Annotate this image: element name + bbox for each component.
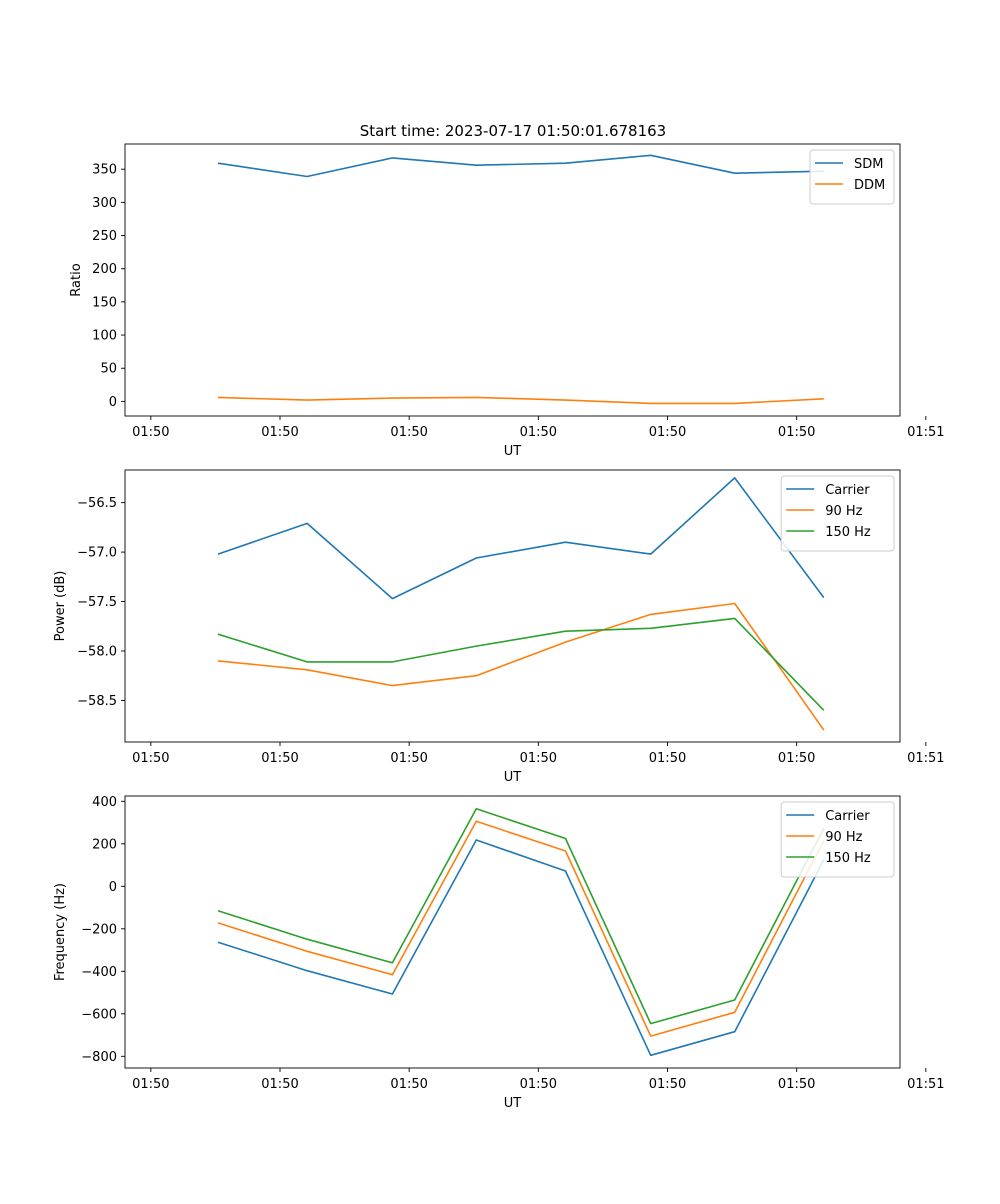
x-axis-label: UT	[504, 1096, 522, 1111]
legend-label: 150 Hz	[825, 525, 871, 540]
y-tick-label: −400	[81, 965, 117, 980]
x-axis-label: UT	[504, 770, 522, 785]
chart-panel-3: 01:50 01:50 01:50 01:50 01:50 01:50 01:51 −800 −…	[53, 795, 945, 1111]
y-tick-label: 350	[92, 163, 117, 178]
series-line-90-hz	[217, 820, 825, 1037]
y-tick-label: 400	[92, 795, 117, 810]
legend: Carrier 90 Hz 150 Hz	[780, 475, 895, 552]
legend-label: 90 Hz	[825, 504, 862, 519]
y-tick-label: −600	[81, 1007, 117, 1022]
x-tick-label: 01:50	[132, 425, 169, 440]
x-tick-label: 01:50	[261, 751, 298, 766]
legend-label: Carrier	[825, 483, 870, 498]
y-tick-label: −800	[81, 1050, 117, 1065]
y-axis-label: Power (dB)	[53, 571, 68, 642]
y-tick-label: −57.0	[77, 546, 117, 561]
x-tick-label: 01:50	[261, 1077, 298, 1092]
axes-frame	[124, 469, 901, 743]
y-tick-label: −56.5	[77, 496, 117, 511]
y-tick-label: −58.0	[77, 645, 117, 660]
chart-panel-2: 01:50 01:50 01:50 01:50 01:50 01:50 01:51 −58.5…	[53, 469, 945, 785]
legend-label: DDM	[854, 178, 885, 193]
x-tick-label: 01:50	[261, 425, 298, 440]
x-tick-label: 01:50	[778, 425, 815, 440]
series-line-150-hz	[217, 617, 825, 711]
legend-box	[780, 475, 895, 552]
legend-label: Carrier	[825, 809, 870, 824]
y-tick-label: 200	[92, 837, 117, 852]
series-line-90-hz	[217, 602, 825, 731]
x-tick-label: 01:50	[390, 425, 427, 440]
x-tick-label: 01:50	[520, 1077, 557, 1092]
x-tick-label: 01:50	[649, 751, 686, 766]
y-axis-label: Frequency (Hz)	[53, 883, 68, 981]
series-line-carrier	[217, 839, 825, 1057]
x-tick-label: 01:50	[778, 1077, 815, 1092]
y-tick-label: 0	[109, 395, 117, 410]
series-line-carrier	[217, 477, 825, 600]
y-tick-label: 50	[100, 362, 117, 377]
legend: Carrier 90 Hz 150 Hz	[780, 801, 895, 878]
x-tick-label: 01:50	[649, 1077, 686, 1092]
y-tick-label: 200	[92, 262, 117, 277]
x-tick-label: 01:50	[520, 425, 557, 440]
legend-box	[780, 801, 895, 878]
axes-frame	[124, 795, 901, 1069]
y-tick-label: 150	[92, 295, 117, 310]
legend-label: SDM	[854, 157, 883, 172]
x-tick-label: 01:50	[778, 751, 815, 766]
y-tick-label: −58.5	[77, 694, 117, 709]
y-tick-label: 250	[92, 229, 117, 244]
x-axis-label: UT	[504, 444, 522, 459]
y-tick-label: 0	[109, 880, 117, 895]
y-axis-label: Ratio	[69, 263, 84, 296]
y-tick-label: −200	[81, 922, 117, 937]
x-tick-label: 01:50	[132, 751, 169, 766]
series-line-150-hz	[217, 807, 825, 1025]
series-line-ddm	[217, 396, 824, 405]
x-tick-label: 01:50	[132, 1077, 169, 1092]
x-tick-label: 01:51	[907, 1077, 944, 1092]
y-tick-label: 100	[92, 329, 117, 344]
figure-title: Start time: 2023-07-17 01:50:01.678163	[360, 122, 666, 140]
x-tick-label: 01:51	[907, 751, 944, 766]
y-tick-label: −57.5	[77, 595, 117, 610]
chart-panel-1: 01:50 01:50 01:50 01:50 01:50 01:50 01:51 0 50 10…	[69, 143, 945, 459]
legend-label: 150 Hz	[825, 851, 871, 866]
x-tick-label: 01:51	[907, 425, 944, 440]
x-tick-label: 01:50	[390, 751, 427, 766]
legend: SDM DDM	[809, 149, 895, 205]
axes-frame	[124, 143, 901, 417]
x-tick-label: 01:50	[390, 1077, 427, 1092]
series-line-sdm	[217, 154, 824, 178]
y-tick-label: 300	[92, 196, 117, 211]
x-tick-label: 01:50	[649, 425, 686, 440]
legend-label: 90 Hz	[825, 830, 862, 845]
x-tick-label: 01:50	[520, 751, 557, 766]
